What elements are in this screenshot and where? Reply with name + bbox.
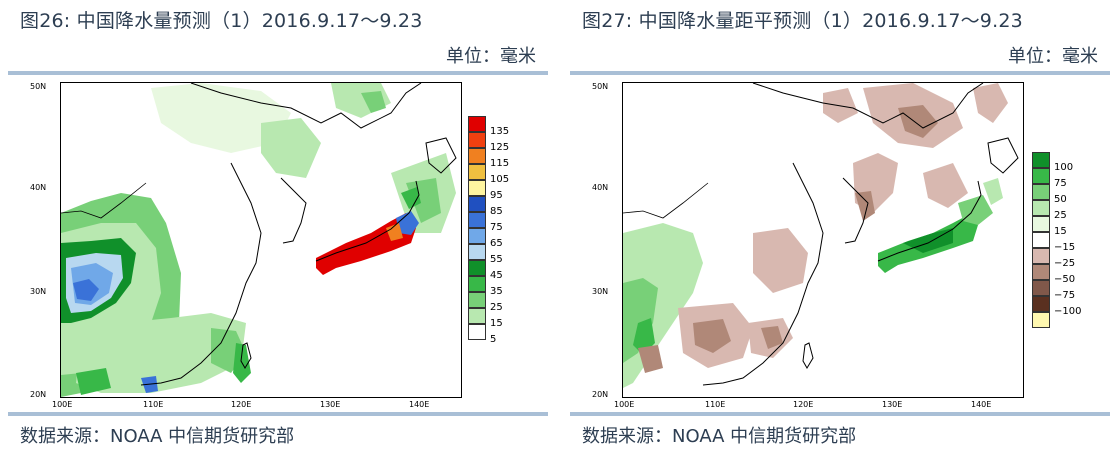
legend-label: 25: [490, 302, 503, 313]
legend-swatch: [1032, 200, 1050, 216]
figure-title: 图26: 中国降水量预测（1）2016.9.17～9.23: [20, 10, 423, 32]
legend-label: 100: [1054, 162, 1074, 173]
lat-label: 40N: [592, 183, 609, 192]
data-source: 数据来源：NOAA 中信期货研究部: [582, 426, 857, 447]
legend-swatch: [1032, 280, 1050, 296]
legend-label: 45: [490, 270, 503, 281]
legend-label: 65: [490, 238, 503, 249]
legend-swatch: [468, 148, 486, 164]
legend-label: 25: [1054, 210, 1067, 221]
legend-label: 95: [490, 190, 503, 201]
legend-swatch: [468, 308, 486, 324]
lon-label: 130E: [882, 400, 903, 409]
lon-label: 140E: [409, 400, 430, 409]
lon-label: 120E: [793, 400, 814, 409]
lat-label: 50N: [30, 82, 47, 91]
legend-swatch: [1032, 216, 1050, 232]
divider-bottom: [8, 412, 548, 416]
legend-label: 55: [490, 254, 503, 265]
lat-label: 20N: [30, 390, 47, 399]
legend-swatch: [1032, 312, 1050, 328]
anomaly-map-svg: [623, 83, 1019, 388]
precipitation-map: [60, 82, 462, 398]
lon-label: 110E: [705, 400, 726, 409]
legend-label: 115: [490, 158, 510, 169]
legend-swatch: [468, 324, 486, 340]
lon-label: 130E: [320, 400, 341, 409]
legend-label: 75: [1054, 178, 1067, 189]
legend-label: 50: [1054, 194, 1067, 205]
precipitation-forecast-panel: 图26: 中国降水量预测（1）2016.9.17～9.23 单位：毫米 50N …: [8, 0, 548, 455]
precipitation-map-svg: [61, 83, 457, 397]
legend-swatch: [468, 196, 486, 212]
legend-swatch: [468, 212, 486, 228]
lon-label: 140E: [971, 400, 992, 409]
legend-swatch: [468, 276, 486, 292]
lat-label: 30N: [30, 287, 47, 296]
legend-swatch: [1032, 264, 1050, 280]
legend-label: 85: [490, 206, 503, 217]
unit-label: 单位：毫米: [446, 46, 536, 67]
legend-swatch: [468, 132, 486, 148]
legend-swatch: [468, 116, 486, 132]
legend-label: 35: [490, 286, 503, 297]
legend-label: −25: [1054, 258, 1076, 269]
legend-swatch: [468, 164, 486, 180]
legend-swatch: [468, 260, 486, 276]
lat-label: 30N: [592, 287, 609, 296]
legend-swatch: [468, 228, 486, 244]
legend-swatch: [468, 180, 486, 196]
legend-label: 15: [1054, 226, 1067, 237]
legend-label: −15: [1054, 242, 1076, 253]
legend-label: 15: [490, 318, 503, 329]
color-legend: [1032, 152, 1052, 328]
data-source: 数据来源：NOAA 中信期货研究部: [20, 426, 295, 447]
lon-label: 100E: [52, 400, 73, 409]
legend-label: 5: [490, 334, 497, 345]
legend-label: 75: [490, 222, 503, 233]
divider-top: [8, 71, 548, 75]
anomaly-map: [622, 82, 1024, 398]
legend-label: −75: [1054, 290, 1076, 301]
lon-label: 120E: [231, 400, 252, 409]
legend-swatch: [468, 292, 486, 308]
unit-label: 单位：毫米: [1008, 46, 1098, 67]
legend-swatch: [1032, 232, 1050, 248]
legend-label: −50: [1054, 274, 1076, 285]
color-legend: [468, 116, 488, 340]
legend-swatch: [1032, 168, 1050, 184]
legend-label: 125: [490, 142, 510, 153]
lat-label: 40N: [30, 183, 47, 192]
legend-label: 135: [490, 126, 510, 137]
lon-label: 100E: [614, 400, 635, 409]
lon-label: 110E: [143, 400, 164, 409]
divider-bottom: [570, 412, 1110, 416]
legend-label: −100: [1054, 306, 1082, 317]
precipitation-anomaly-panel: 图27: 中国降水量距平预测（1）2016.9.17～9.23 单位：毫米 50…: [570, 0, 1110, 455]
legend-label: 105: [490, 174, 510, 185]
divider-top: [570, 71, 1110, 75]
lat-label: 20N: [592, 390, 609, 399]
legend-swatch: [1032, 184, 1050, 200]
legend-swatch: [1032, 152, 1050, 168]
legend-swatch: [1032, 296, 1050, 312]
legend-swatch: [1032, 248, 1050, 264]
figure-title: 图27: 中国降水量距平预测（1）2016.9.17～9.23: [582, 10, 1023, 32]
legend-swatch: [468, 244, 486, 260]
lat-label: 50N: [592, 82, 609, 91]
